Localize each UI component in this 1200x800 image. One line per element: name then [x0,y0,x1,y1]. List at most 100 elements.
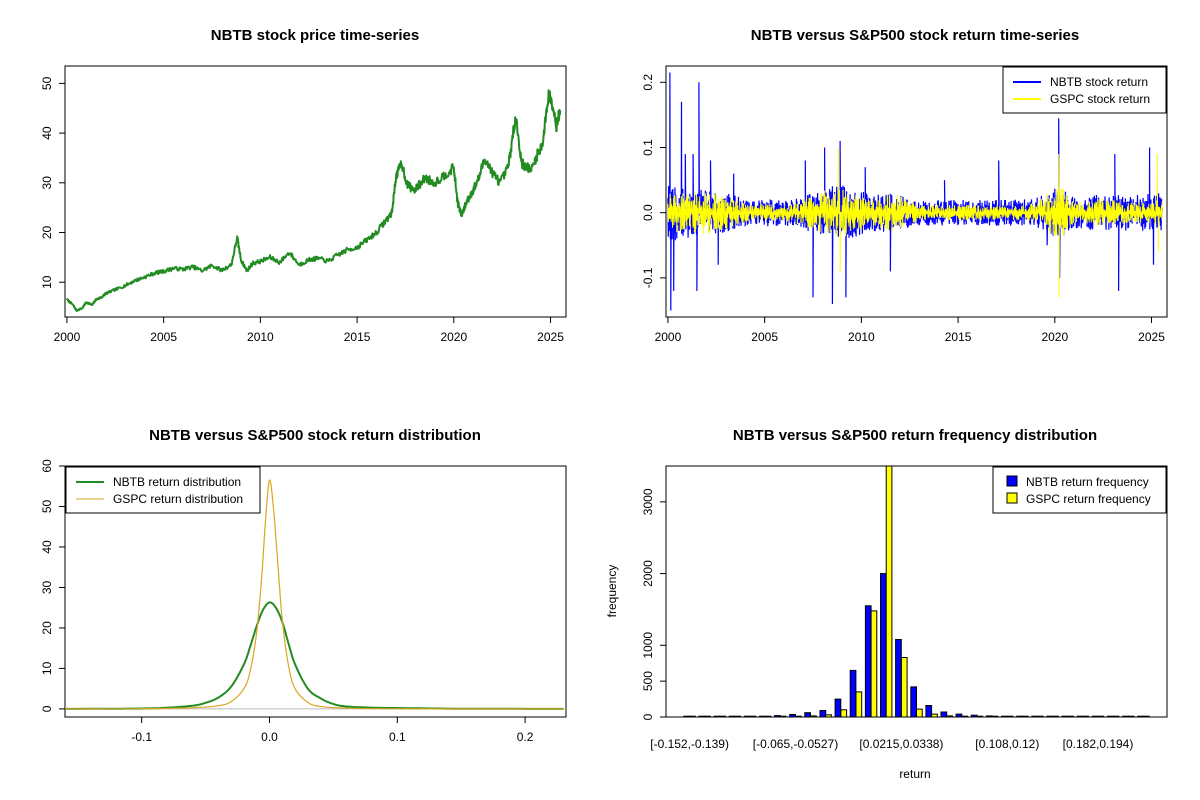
density-legend-box [65,466,261,514]
x-tick-label: 2025 [537,330,564,344]
x-tick-label: 0.0 [261,730,278,744]
histogram-bar-nbtb [1106,715,1114,718]
gspc-return-line [667,147,1163,298]
y-tick-label: 10 [40,275,54,289]
x-tick-label: [-0.152,-0.139) [650,737,729,751]
histogram-bar-nbtb [864,605,872,718]
y-tick-label: 1000 [641,632,655,659]
x-tick-label: [-0.065,-0.0527) [753,737,838,751]
histogram-bars [683,465,1150,718]
x-tick-label: 2010 [247,330,274,344]
x-tick-label: -0.1 [131,730,152,744]
histogram-bar-nbtb [1061,715,1069,718]
histogram-bar-gspc [885,465,893,718]
histogram-bar-gspc [749,715,757,718]
histogram-legend-label-nbtb: NBTB return frequency [1026,475,1149,489]
y-tick-label: 0.2 [641,74,655,91]
y-tick-label: 50 [40,499,54,513]
y-tick-label: 2000 [641,560,655,587]
x-tick-label: 2015 [344,330,371,344]
density-title: NBTB versus S&P500 stock return distribu… [149,427,481,444]
histogram-bar-nbtb [955,713,963,718]
histogram-bar-gspc [1097,715,1105,718]
histogram-bar-gspc [810,715,817,718]
histogram-bar-nbtb [1122,715,1129,718]
histogram-bar-gspc [1052,715,1059,718]
histogram-bar-gspc [1112,715,1120,718]
histogram-bar-gspc [825,714,832,718]
histogram-ylabel: frequency [605,565,619,618]
histogram-bar-nbtb [880,573,887,718]
histogram-bar-gspc [1037,715,1044,718]
histogram-bar-gspc [734,715,742,718]
x-tick-label: 2010 [848,330,875,344]
histogram-bar-nbtb [849,669,857,718]
histogram-bar-nbtb [1046,715,1054,718]
returns-panel: NBTB versus S&P500 stock return time-ser… [641,27,1168,344]
y-tick-label: 60 [40,459,54,473]
histogram-bar-nbtb [910,686,917,718]
histogram-bar-nbtb [925,705,933,718]
histogram-bar-gspc [946,715,953,718]
histogram-bar-gspc [840,709,848,718]
histogram-bar-gspc [795,715,802,718]
histogram-bar-gspc [931,713,938,718]
histogram-title: NBTB versus S&P500 return frequency dist… [733,427,1097,444]
price-panel: NBTB stock price time-series 2000 2005 201… [40,27,567,344]
returns-legend-label-gspc: GSPC stock return [1050,92,1150,106]
histogram-bar-nbtb [834,698,842,718]
histogram-bar-gspc [704,715,711,718]
y-tick-label: 3000 [641,488,655,515]
x-tick-label: 2005 [751,330,778,344]
returns-legend-box [1002,66,1167,114]
x-tick-label: [0.0215,0.0338) [859,737,943,751]
y-tick-label: 500 [641,671,655,691]
y-tick-label: 0 [641,713,655,720]
histogram-legend-box [992,466,1167,514]
y-tick-label: 0.1 [641,139,655,156]
histogram-bar-gspc [779,715,787,718]
y-tick-label: 10 [40,661,54,675]
histogram-bar-gspc [1067,715,1075,718]
returns-series [667,72,1163,311]
density-plot-frame [64,465,567,718]
returns-ticks: 2000 2005 2010 2015 2020 2025 -0.1 0.0 0.1 0.2 [641,74,1165,344]
histogram-bar-nbtb [743,715,751,718]
histogram-bar-nbtb [728,715,736,718]
histogram-bar-nbtb [985,715,993,718]
density-series [65,479,566,710]
density-legend-label-nbtb: NBTB return distribution [113,475,241,489]
x-tick-label: 2000 [655,330,682,344]
returns-legend-label-nbtb: NBTB stock return [1050,75,1148,89]
histogram-bar-gspc [1082,715,1090,718]
histogram-legend-key-gspc [1006,492,1018,504]
histogram-bar-nbtb [940,711,948,718]
histogram-bar-nbtb [1001,715,1008,718]
histogram-bar-nbtb [1137,715,1144,718]
price-plot-frame [64,65,567,318]
y-tick-label: 50 [40,76,54,90]
density-legend: NBTB return distribution GSPC return dis… [65,466,261,514]
returns-title: NBTB versus S&P500 stock return time-ser… [751,27,1079,44]
x-tick-label: 2020 [440,330,467,344]
y-tick-label: 0.0 [641,204,655,221]
histogram-bar-nbtb [1091,715,1099,718]
x-tick-label: 0.1 [389,730,406,744]
histogram-legend: NBTB return frequency GSPC return freque… [992,466,1167,514]
x-tick-label: [0.108,0.12) [975,737,1039,751]
y-tick-label: 20 [40,621,54,635]
x-tick-label: [0.182,0.194) [1063,737,1134,751]
density-line-gspc [65,479,564,710]
y-tick-label: 40 [40,126,54,140]
histogram-bar-gspc [1021,715,1029,718]
histogram-bar-nbtb [1016,715,1023,718]
histogram-bar-nbtb [698,715,706,718]
histogram-bar-nbtb [713,715,721,718]
x-tick-label: 2005 [150,330,177,344]
histogram-bar-gspc [976,715,984,718]
histogram-bar-gspc [916,708,923,718]
x-tick-label: 2020 [1041,330,1068,344]
histogram-bar-nbtb [683,715,690,718]
y-tick-label: 20 [40,226,54,240]
histogram-legend-label-gspc: GSPC return frequency [1026,492,1151,506]
